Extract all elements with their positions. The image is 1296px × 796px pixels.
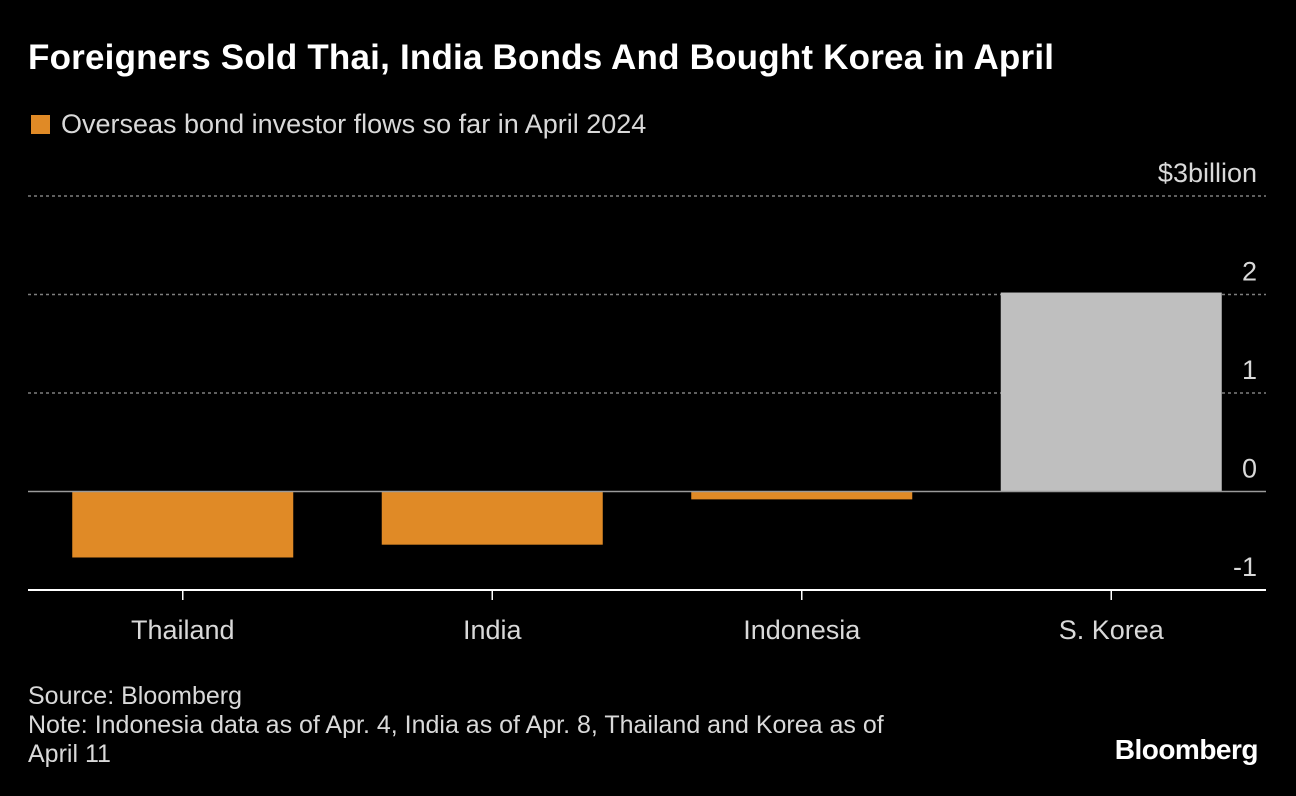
gridlines <box>28 195 1266 394</box>
bar-india <box>381 491 603 545</box>
x-tick-label: India <box>463 615 523 645</box>
bar-thailand <box>72 491 294 558</box>
bars <box>72 292 1222 558</box>
footer: Source: Bloomberg Note: Indonesia data a… <box>28 682 1028 769</box>
bloomberg-logo: Bloomberg <box>1114 734 1259 765</box>
legend: Overseas bond investor flows so far in A… <box>31 109 646 140</box>
bar-indonesia <box>691 491 913 500</box>
x-tick-label: S. Korea <box>1059 615 1165 645</box>
x-axis-labels: Thailand India Indonesia S. Korea <box>131 615 1165 645</box>
y-tick-label: 0 <box>1242 454 1257 484</box>
y-tick-label: -1 <box>1233 552 1257 582</box>
legend-swatch <box>31 115 50 134</box>
x-axis <box>28 490 1266 600</box>
source-text: Source: Bloomberg <box>28 682 243 710</box>
bar-s-korea <box>1000 292 1222 492</box>
note-text-line2: April 11 <box>28 740 111 768</box>
chart-title: Foreigners Sold Thai, India Bonds And Bo… <box>28 38 1055 77</box>
y-tick-label: 1 <box>1242 355 1257 385</box>
y-tick-label: 2 <box>1242 257 1257 287</box>
y-axis-labels: $3billion 2 1 0 -1 <box>1158 158 1257 582</box>
x-tick-label: Thailand <box>131 615 235 645</box>
y-tick-label: $3billion <box>1158 158 1257 188</box>
x-tick-label: Indonesia <box>743 615 861 645</box>
note-text-line1: Note: Indonesia data as of Apr. 4, India… <box>28 711 884 739</box>
legend-label: Overseas bond investor flows so far in A… <box>61 109 647 139</box>
